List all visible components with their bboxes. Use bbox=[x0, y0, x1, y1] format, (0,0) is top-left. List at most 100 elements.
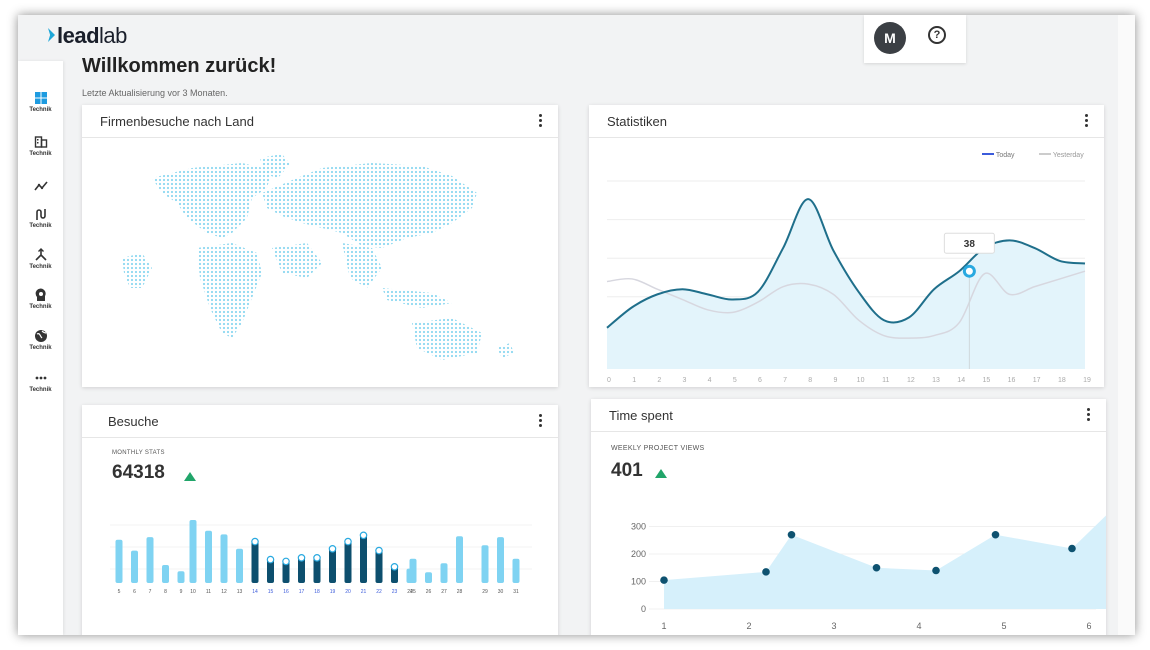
sidebar-item-label: Technik bbox=[29, 151, 52, 157]
x-tick-label: 8 bbox=[164, 589, 167, 595]
x-tick-label: 0 bbox=[607, 377, 611, 384]
bar[interactable] bbox=[115, 539, 123, 583]
last-updated-text: Letzte Aktualisierung vor 3 Monaten. bbox=[82, 88, 228, 98]
kebab-menu-icon[interactable] bbox=[1084, 114, 1090, 130]
bar[interactable] bbox=[425, 572, 432, 583]
bar[interactable] bbox=[236, 548, 243, 583]
sidebar-item-world[interactable]: Technik bbox=[18, 329, 63, 351]
hover-point[interactable] bbox=[962, 264, 976, 278]
bar[interactable] bbox=[313, 557, 321, 583]
x-tick-label: 4 bbox=[916, 621, 921, 631]
visits-card: Besuche MONTHLY STATS 64318 5 6 7 8 9 10 11 12 1… bbox=[82, 405, 558, 635]
data-point[interactable] bbox=[660, 576, 668, 584]
head-gear-icon bbox=[35, 288, 46, 301]
bar[interactable] bbox=[497, 537, 504, 583]
time-spent-area-chart[interactable]: 0 100 200 300 1 2 3 4 5 6 bbox=[591, 489, 1106, 635]
data-point[interactable] bbox=[932, 566, 940, 575]
bar[interactable] bbox=[189, 520, 197, 583]
x-tick-label: 8 bbox=[808, 377, 812, 384]
y-tick-label: 300 bbox=[631, 522, 646, 532]
bar[interactable] bbox=[440, 563, 448, 583]
x-tick-label: 19 bbox=[1083, 377, 1091, 384]
bar[interactable] bbox=[205, 530, 212, 583]
bar-cap-marker bbox=[344, 537, 352, 546]
sidebar-item-companies[interactable]: Technik bbox=[18, 135, 63, 157]
sidebar-item-label: Technik bbox=[29, 107, 52, 113]
legend-today[interactable]: Today bbox=[982, 152, 1015, 159]
sidebar-item-routes[interactable]: Technik bbox=[18, 207, 63, 229]
legend-yesterday[interactable]: Yesterday bbox=[1039, 152, 1084, 159]
area-fill bbox=[664, 515, 1106, 609]
bar[interactable] bbox=[220, 534, 228, 583]
bar[interactable] bbox=[162, 565, 169, 583]
x-tick-label: 2 bbox=[657, 377, 661, 384]
x-tick-label: 13 bbox=[237, 589, 243, 595]
map-greenland bbox=[260, 154, 290, 178]
data-point[interactable] bbox=[762, 568, 770, 576]
sidebar-item-more[interactable]: Technik bbox=[18, 371, 63, 393]
data-point[interactable] bbox=[872, 563, 881, 572]
map-south-asia bbox=[342, 243, 382, 288]
bar[interactable] bbox=[391, 566, 398, 583]
x-tick-label: 12 bbox=[907, 377, 915, 384]
tooltip-box bbox=[943, 232, 995, 254]
bar[interactable] bbox=[329, 548, 336, 583]
card-title: Besuche bbox=[108, 414, 159, 429]
bar[interactable] bbox=[481, 545, 489, 583]
more-icon bbox=[35, 376, 46, 380]
card-title: Statistiken bbox=[607, 114, 667, 129]
x-tick-label: 28 bbox=[457, 589, 463, 595]
bar[interactable] bbox=[512, 558, 520, 583]
bar[interactable] bbox=[409, 558, 417, 583]
bar[interactable] bbox=[131, 550, 138, 583]
today-line[interactable] bbox=[606, 198, 1086, 329]
map-middle-east bbox=[272, 243, 322, 278]
x-tick-label: 16 bbox=[1008, 377, 1016, 384]
x-tick-label: 22 bbox=[376, 589, 382, 595]
map-south-america bbox=[122, 253, 152, 288]
monthly-stats-label: MONTHLY STATS bbox=[112, 450, 165, 456]
bar[interactable] bbox=[267, 559, 274, 583]
yesterday-line[interactable] bbox=[606, 270, 1086, 339]
bar[interactable] bbox=[282, 561, 290, 583]
bar[interactable] bbox=[375, 550, 383, 583]
bar[interactable] bbox=[177, 571, 185, 583]
x-tick-label: 18 bbox=[1058, 377, 1066, 384]
x-tick-label: 19 bbox=[330, 589, 336, 595]
bar[interactable] bbox=[456, 536, 463, 583]
x-tick-label: 14 bbox=[252, 589, 258, 595]
bar[interactable] bbox=[146, 537, 154, 583]
kebab-menu-icon[interactable] bbox=[538, 414, 544, 430]
y-tick-label: 200 bbox=[631, 549, 646, 559]
bar[interactable] bbox=[298, 557, 305, 583]
avatar[interactable]: M bbox=[874, 22, 906, 54]
card-header: Besuche bbox=[82, 405, 558, 438]
leadlab-logo[interactable]: leadlab bbox=[48, 23, 127, 49]
globe-icon bbox=[34, 330, 47, 342]
map-europe-asia bbox=[262, 163, 477, 248]
merge-icon bbox=[34, 248, 47, 261]
sidebar-item-merge[interactable]: Technik bbox=[18, 248, 63, 270]
kebab-menu-icon[interactable] bbox=[1086, 408, 1092, 424]
map-card: Firmenbesuche nach Land bbox=[82, 105, 558, 387]
sidebar-item-trends[interactable] bbox=[18, 179, 63, 195]
x-tick-label: 4 bbox=[708, 377, 712, 384]
sidebar-item-insights[interactable]: Technik bbox=[18, 288, 63, 310]
weekly-views-value: 401 bbox=[611, 460, 643, 481]
bar-cap-marker bbox=[251, 537, 259, 546]
x-tick-label: 23 bbox=[392, 589, 398, 595]
data-point[interactable] bbox=[991, 530, 1000, 539]
data-point[interactable] bbox=[1068, 544, 1076, 553]
bar[interactable] bbox=[251, 541, 259, 583]
sidebar-item-dashboard[interactable]: Technik bbox=[18, 91, 63, 113]
bar[interactable] bbox=[344, 541, 352, 583]
data-point[interactable] bbox=[787, 530, 796, 539]
help-icon[interactable]: ? bbox=[928, 26, 946, 44]
bar[interactable] bbox=[360, 535, 367, 583]
statistics-line-chart[interactable]: 380 1 2 3 4 5 6 7 8 9 10 11 12 13 14 15 16 17 18 19 bbox=[589, 138, 1104, 387]
x-tick-label: 20 bbox=[345, 589, 351, 595]
sidebar: Technik Technik Technik Technik Technik … bbox=[18, 61, 63, 635]
kebab-menu-icon[interactable] bbox=[538, 114, 544, 130]
world-dot-map[interactable] bbox=[82, 138, 558, 387]
